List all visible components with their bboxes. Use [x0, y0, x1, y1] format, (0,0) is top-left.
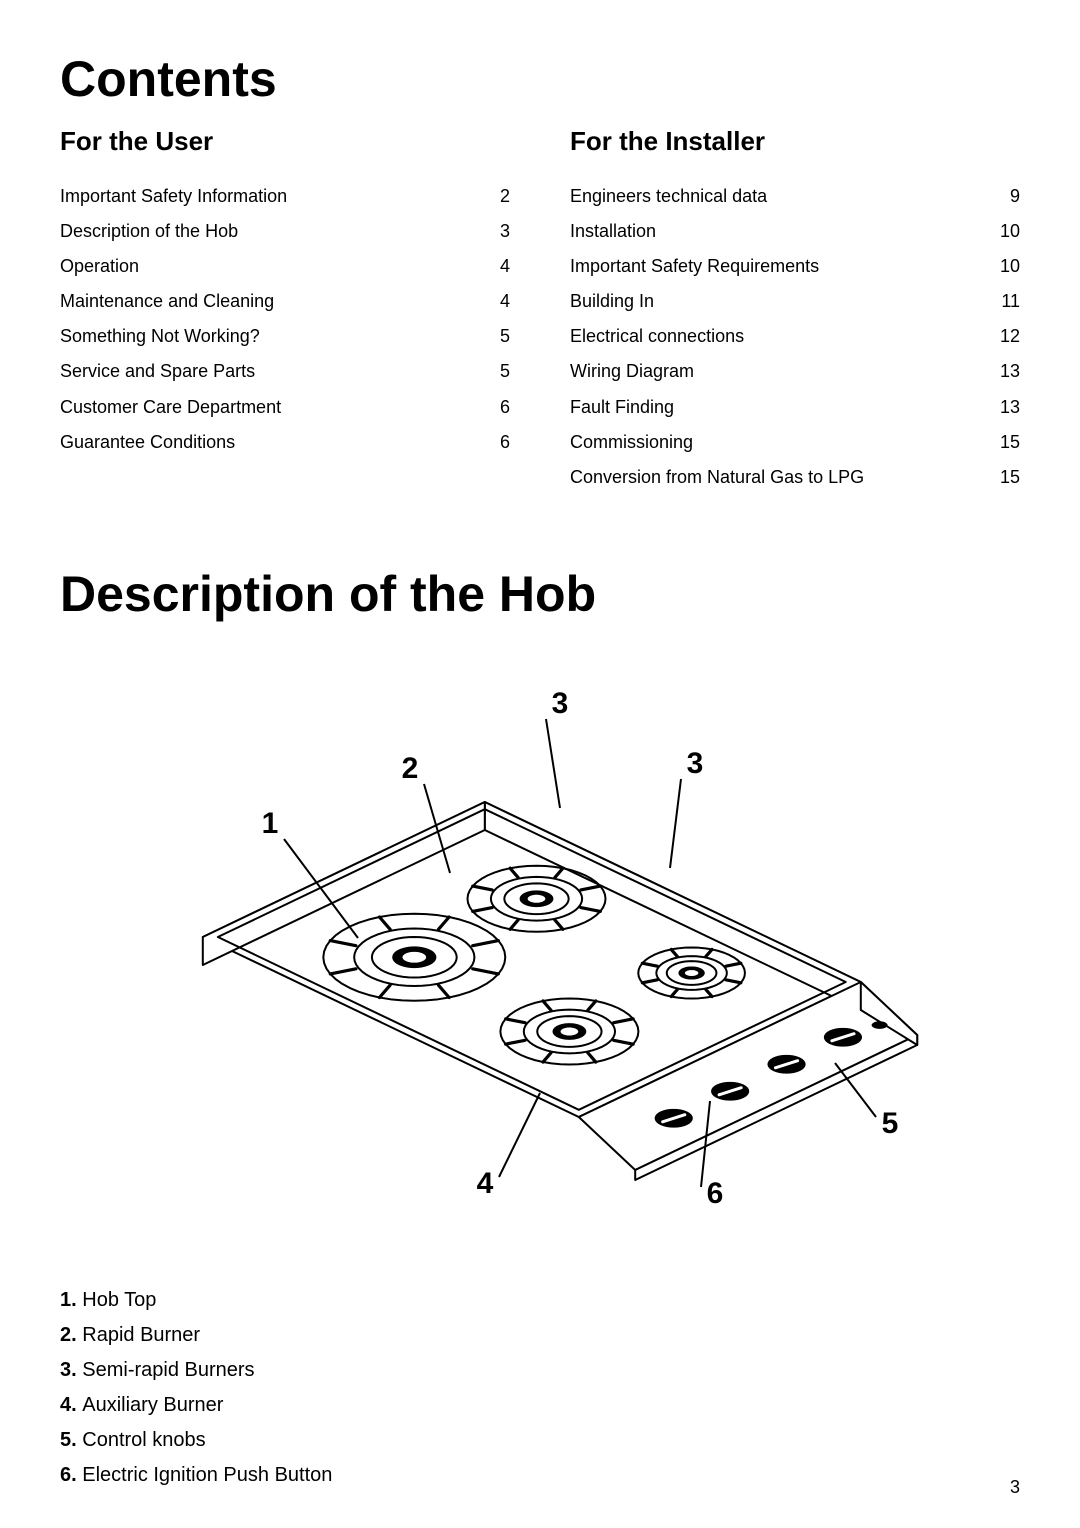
toc-label: Maintenance and Cleaning: [60, 284, 274, 319]
toc-page: 10: [1000, 214, 1020, 249]
page: Contents For the User Important Safety I…: [0, 0, 1080, 1528]
toc-page: 12: [1000, 319, 1020, 354]
legend: 1. Hob Top2. Rapid Burner3. Semi-rapid B…: [60, 1283, 1020, 1493]
toc-page: 5: [500, 319, 510, 354]
toc-page: 13: [1000, 390, 1020, 425]
callout-label: 3: [552, 687, 569, 720]
legend-row: 6. Electric Ignition Push Button: [60, 1458, 1020, 1493]
legend-text: Auxiliary Burner: [82, 1394, 223, 1416]
legend-text: Rapid Burner: [82, 1324, 200, 1346]
legend-row: 2. Rapid Burner: [60, 1318, 1020, 1353]
page-number: 3: [1010, 1477, 1020, 1498]
legend-row: 1. Hob Top: [60, 1283, 1020, 1318]
hob-diagram: 1 2 3 3 4 5 6: [140, 663, 940, 1243]
toc-page: 10: [1000, 249, 1020, 284]
toc-label: Building In: [570, 284, 654, 319]
toc-page: 4: [500, 249, 510, 284]
toc-label: Engineers technical data: [570, 179, 767, 214]
callout-label: 2: [402, 752, 419, 785]
toc-page: 2: [500, 179, 510, 214]
toc-installer-column: For the Installer Engineers technical da…: [570, 126, 1020, 495]
toc-page: 11: [1001, 284, 1020, 319]
hob-figure-wrap: 1 2 3 3 4 5 6: [60, 663, 1020, 1243]
toc-label: Important Safety Requirements: [570, 249, 819, 284]
toc-row: Important Safety Requirements 10: [570, 249, 1020, 284]
toc-row: Installation 10: [570, 214, 1020, 249]
toc-label: Installation: [570, 214, 656, 249]
toc-row: Guarantee Conditions 6: [60, 425, 510, 460]
title-contents: Contents: [60, 50, 1020, 108]
callout-label: 1: [262, 807, 279, 840]
toc-page: 15: [1000, 425, 1020, 460]
toc-label: Something Not Working?: [60, 319, 260, 354]
toc-row: Building In 11: [570, 284, 1020, 319]
toc-page: 13: [1000, 354, 1020, 389]
legend-number: 4.: [60, 1394, 82, 1416]
toc-installer-heading: For the Installer: [570, 126, 1020, 157]
legend-number: 2.: [60, 1324, 82, 1346]
toc-installer-list: Engineers technical data9Installation10I…: [570, 179, 1020, 495]
legend-number: 1.: [60, 1289, 82, 1311]
toc-page: 4: [500, 284, 510, 319]
legend-text: Control knobs: [82, 1429, 205, 1451]
legend-text: Hob Top: [82, 1289, 156, 1311]
callout-label: 3: [687, 747, 704, 780]
toc-row: Description of the Hob 3: [60, 214, 510, 249]
toc-label: Fault Finding: [570, 390, 674, 425]
toc-row: Commissioning 15: [570, 425, 1020, 460]
toc-page: 9: [1010, 179, 1020, 214]
toc-page: 6: [500, 425, 510, 460]
legend-number: 6.: [60, 1464, 82, 1486]
legend-row: 4. Auxiliary Burner: [60, 1388, 1020, 1423]
toc-page: 6: [500, 390, 510, 425]
legend-row: 3. Semi-rapid Burners: [60, 1353, 1020, 1388]
toc-columns: For the User Important Safety Informatio…: [60, 126, 1020, 495]
toc-label: Important Safety Information: [60, 179, 287, 214]
legend-row: 5. Control knobs: [60, 1423, 1020, 1458]
callout-label: 6: [707, 1177, 724, 1210]
toc-label: Description of the Hob: [60, 214, 238, 249]
toc-row: Customer Care Department 6: [60, 390, 510, 425]
toc-user-column: For the User Important Safety Informatio…: [60, 126, 510, 495]
legend-text: Semi-rapid Burners: [82, 1359, 254, 1381]
toc-label: Operation: [60, 249, 139, 284]
toc-row: Conversion from Natural Gas to LPG 15: [570, 460, 1020, 495]
toc-row: Service and Spare Parts 5: [60, 354, 510, 389]
toc-label: Wiring Diagram: [570, 354, 694, 389]
toc-page: 5: [500, 354, 510, 389]
toc-page: 3: [500, 214, 510, 249]
toc-label: Customer Care Department: [60, 390, 281, 425]
toc-row: Wiring Diagram 13: [570, 354, 1020, 389]
toc-row: Important Safety Information 2: [60, 179, 510, 214]
callout-label: 4: [477, 1167, 494, 1200]
title-description: Description of the Hob: [60, 565, 1020, 623]
toc-row: Engineers technical data 9: [570, 179, 1020, 214]
toc-label: Electrical connections: [570, 319, 744, 354]
toc-user-heading: For the User: [60, 126, 510, 157]
toc-row: Maintenance and Cleaning 4: [60, 284, 510, 319]
toc-row: Something Not Working? 5: [60, 319, 510, 354]
toc-row: Electrical connections 12: [570, 319, 1020, 354]
legend-number: 5.: [60, 1429, 82, 1451]
legend-number: 3.: [60, 1359, 82, 1381]
toc-label: Conversion from Natural Gas to LPG: [570, 460, 864, 495]
toc-row: Fault Finding 13: [570, 390, 1020, 425]
toc-label: Commissioning: [570, 425, 693, 460]
toc-user-list: Important Safety Information2Description…: [60, 179, 510, 460]
legend-text: Electric Ignition Push Button: [82, 1464, 332, 1486]
toc-page: 15: [1000, 460, 1020, 495]
toc-row: Operation 4: [60, 249, 510, 284]
callout-label: 5: [882, 1107, 899, 1140]
toc-label: Guarantee Conditions: [60, 425, 235, 460]
toc-label: Service and Spare Parts: [60, 354, 255, 389]
